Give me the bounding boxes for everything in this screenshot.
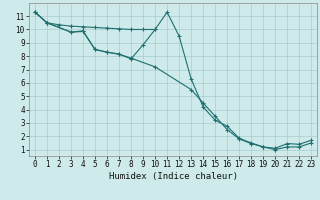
X-axis label: Humidex (Indice chaleur): Humidex (Indice chaleur) <box>108 172 238 181</box>
